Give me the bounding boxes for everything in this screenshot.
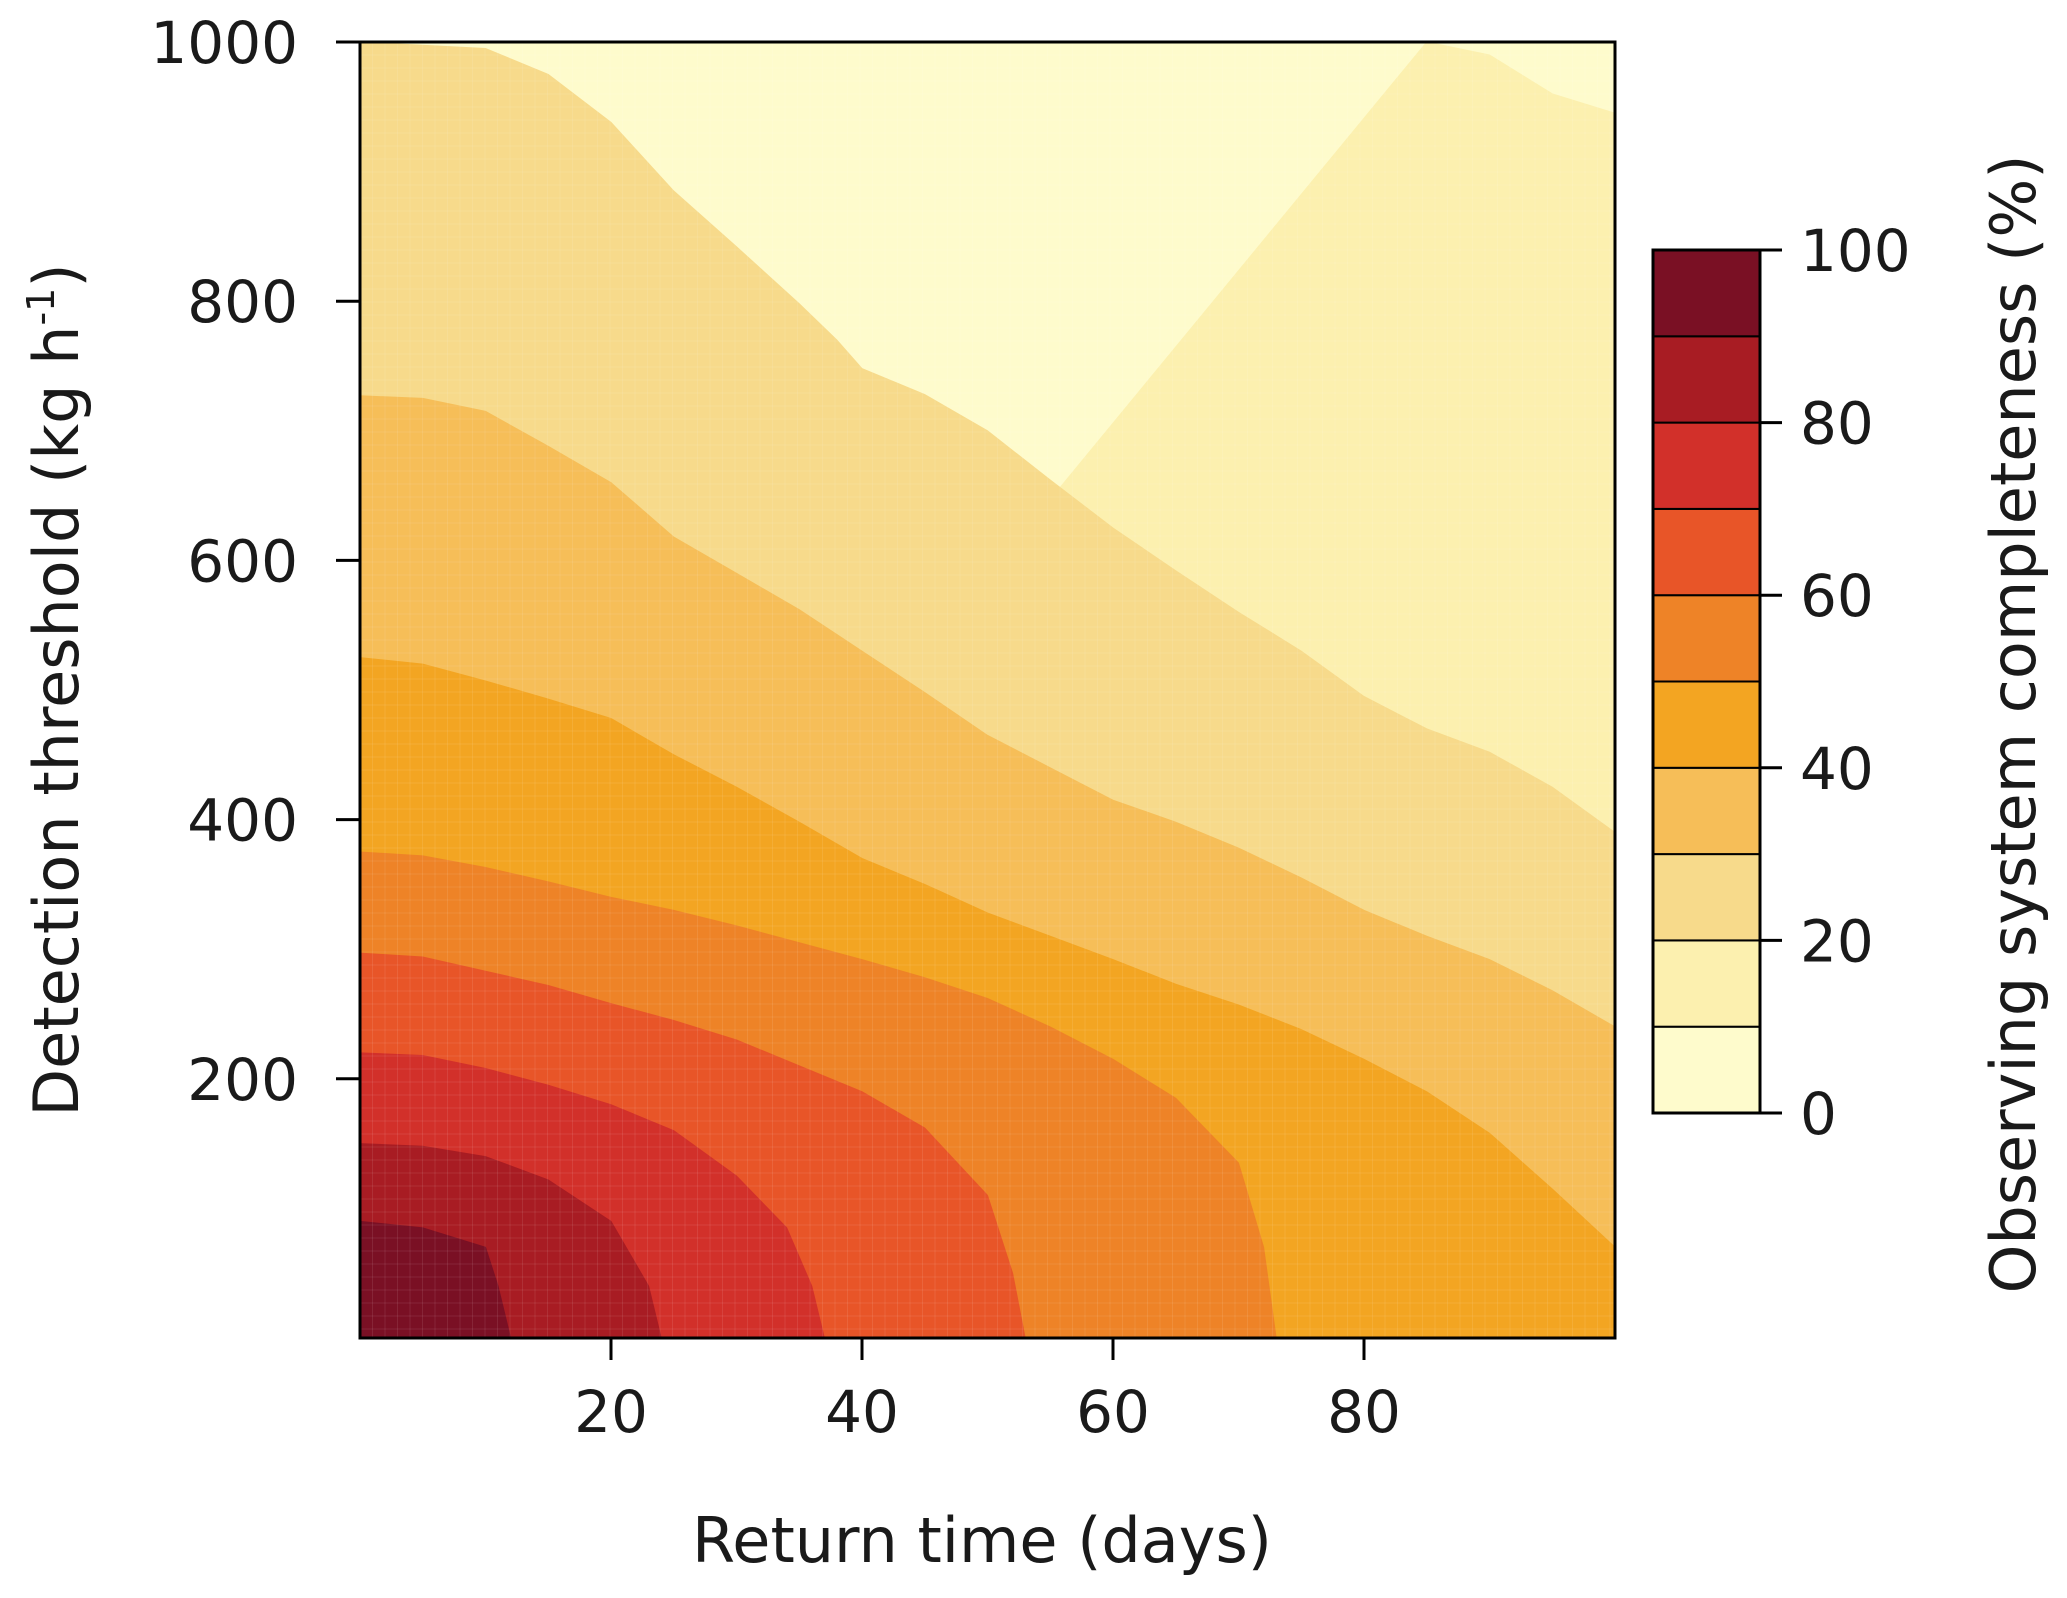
colorbar-swatch-10-20: [1652, 939, 1761, 1028]
colorbar: 0 20 40 60 80 100: [1651, 217, 1911, 1148]
y-axis-title-superscript: -1: [19, 288, 63, 326]
y-axis-title-end: ): [20, 263, 93, 287]
y-tick-label-600: 600: [187, 527, 298, 595]
colorbar-swatch-20-30: [1652, 853, 1761, 942]
x-axis-title: Return time (days): [692, 1504, 1272, 1577]
y-tick-label-800: 800: [187, 268, 298, 336]
y-axis-title-main: Detection threshold (kg h: [20, 326, 93, 1117]
y-axis-title: Detection threshold (kg h-1): [19, 263, 93, 1116]
colorbar-swatch-70-80: [1652, 421, 1761, 510]
colorbar-frame: [1651, 248, 1762, 1115]
y-tick-label-1000: 1000: [150, 9, 298, 77]
colorbar-swatch-80-90: [1652, 335, 1761, 424]
colorbar-swatch-30-40: [1652, 766, 1761, 856]
colorbar-tick-label-20: 20: [1800, 907, 1874, 975]
colorbar-tick-label-80: 80: [1800, 390, 1874, 458]
colorbar-swatch-0-10: [1652, 1025, 1761, 1114]
y-tick-label-400: 400: [187, 787, 298, 855]
colorbar-swatch-60-70: [1652, 507, 1761, 597]
colorbar-swatch-50-60: [1652, 594, 1761, 683]
colorbar-tick-label-100: 100: [1800, 217, 1911, 285]
x-tick-label-60: 60: [1076, 1378, 1150, 1446]
colorbar-tick-label-60: 60: [1800, 562, 1874, 630]
colorbar-tick-label-40: 40: [1800, 735, 1874, 803]
colorbar-tick-label-0: 0: [1800, 1080, 1837, 1148]
y-tick-label-200: 200: [187, 1046, 298, 1114]
plot-frame: [358, 40, 1617, 1340]
axes: 20 40 60 80 200 400 600 800 1000: [150, 9, 1617, 1446]
contour-plot-area: [358, 41, 1616, 1339]
x-tick-label-40: 40: [825, 1378, 899, 1446]
x-tick-label-80: 80: [1327, 1378, 1401, 1446]
colorbar-swatch-40-50: [1652, 680, 1761, 769]
colorbar-swatch-90-100: [1652, 249, 1761, 338]
colorbar-title: Observing system completeness (%): [1977, 155, 2050, 1294]
x-tick-label-20: 20: [574, 1378, 648, 1446]
